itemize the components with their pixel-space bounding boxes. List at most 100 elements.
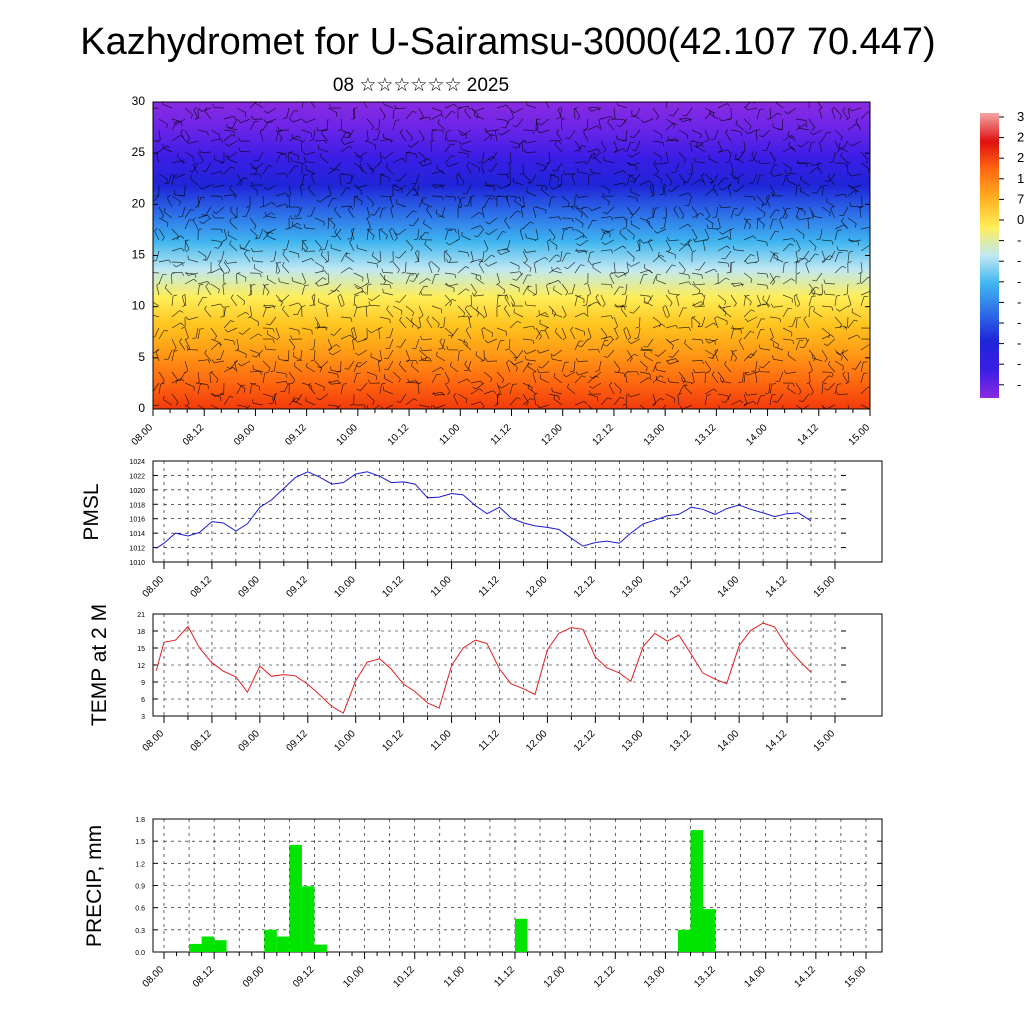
wind-barb-flag [322, 267, 324, 272]
pmsl-ytick-label: 1014 [129, 531, 145, 538]
wind-barb-flag [506, 295, 509, 300]
wind-barb-flag [565, 137, 570, 139]
wind-barb [678, 261, 686, 270]
wind-barb-flag [192, 411, 193, 415]
wind-barb [631, 113, 641, 120]
wind-barb [327, 107, 338, 113]
wind-barb-flag [451, 155, 456, 158]
wind-barb-flag [766, 285, 769, 290]
wind-barb [244, 253, 251, 263]
wind-barb-flag [583, 282, 588, 285]
wind-barb [162, 147, 173, 153]
wind-barb-flag [583, 235, 588, 239]
wind-barb-flag [682, 114, 687, 117]
wind-barb [548, 140, 560, 142]
wind-barb-flag [731, 282, 735, 287]
wind-barb-flag [330, 333, 335, 336]
wind-barb-flag [597, 148, 601, 153]
wind-barb-flag [371, 126, 375, 131]
wind-barb [535, 327, 542, 337]
page-subtitle: 08 ☆☆☆☆☆☆ 2025 [333, 75, 509, 96]
wind-barb-flag [843, 293, 848, 296]
wind-barb-flag [415, 153, 417, 158]
wind-barb [448, 162, 459, 167]
wind-barb-flag [383, 275, 386, 280]
temp-xtick-label: 15.00 [812, 728, 838, 754]
wind-barb-flag [551, 355, 553, 360]
wind-barb [197, 129, 208, 133]
wind-barb-flag [784, 215, 788, 220]
wind-barb [496, 104, 507, 109]
wind-barb [808, 360, 813, 371]
wind-barb [320, 156, 329, 164]
wind-barb-flag [623, 182, 627, 187]
wind-barb-flag [181, 247, 185, 252]
wind-barb-flag [563, 170, 566, 175]
wind-barb-flag [280, 302, 283, 307]
wind-barb [535, 206, 546, 211]
wind-barb-flag [190, 174, 193, 179]
wind-barb-flag [714, 282, 719, 285]
wind-barb-flag [767, 117, 772, 121]
wind-barb [860, 245, 870, 252]
wind-barb [648, 241, 654, 252]
wind-barb-flag [558, 140, 561, 145]
wind-barb [214, 393, 225, 397]
wind-barb [223, 307, 227, 318]
wind-barb [300, 349, 303, 360]
wind-barb [591, 261, 602, 265]
wind-barb [671, 184, 680, 192]
wind-barb-flag [236, 272, 241, 275]
wind-barb-flag [276, 337, 280, 341]
wind-barb [567, 261, 576, 269]
wind-barb [262, 285, 266, 296]
wind-barb [464, 111, 472, 120]
wind-barb [795, 382, 802, 392]
wind-barb-flag [454, 197, 457, 202]
wind-barb-flag [173, 121, 177, 125]
wind-barb-flag [468, 315, 473, 319]
wind-barb-flag [519, 227, 524, 231]
wind-barb-flag [527, 383, 530, 388]
wind-barb [457, 315, 468, 318]
wind-barb [201, 151, 212, 154]
wind-barb-flag [534, 260, 538, 264]
colorbar-label: 7 [1017, 191, 1024, 206]
wind-barb-flag [467, 252, 470, 257]
wind-barb [399, 132, 407, 142]
wind-barb [405, 380, 416, 384]
wind-barb-flag [601, 241, 606, 245]
wind-barb-flag [427, 415, 431, 416]
wind-barb-flag [771, 191, 774, 196]
wind-barb-flag [298, 206, 301, 211]
wind-barb-flag [756, 129, 761, 132]
wind-barb-flag [623, 148, 627, 152]
wind-barb [586, 294, 589, 305]
wind-barb-flag [478, 168, 480, 173]
wind-barb-flag [684, 383, 687, 388]
wind-barb [327, 272, 330, 283]
wind-barb-flag [610, 116, 614, 120]
temp-ytick-label: 12 [137, 663, 145, 670]
wind-barb [665, 122, 674, 131]
pmsl-ytick-label: 1012 [129, 546, 145, 553]
wind-barb [593, 371, 602, 379]
wind-barb [266, 215, 277, 219]
wind-barb [678, 281, 689, 285]
wind-barb-flag [385, 235, 388, 240]
wind-barb [422, 338, 433, 341]
wind-barb [816, 165, 823, 175]
wind-barb-flag [272, 328, 275, 333]
wind-barb-flag [320, 251, 324, 255]
wind-barb [561, 305, 567, 316]
wind-barb-flag [232, 367, 237, 371]
wind-barb [639, 371, 650, 375]
wind-barb-flag [787, 307, 792, 310]
wind-barb [456, 175, 459, 186]
wind-barb-flag [423, 219, 425, 224]
wind-barb [504, 220, 511, 230]
wind-barb-flag [847, 261, 852, 264]
wind-barb [560, 250, 563, 261]
wind-barb-flag [778, 415, 782, 416]
wind-barb-flag [301, 162, 306, 165]
